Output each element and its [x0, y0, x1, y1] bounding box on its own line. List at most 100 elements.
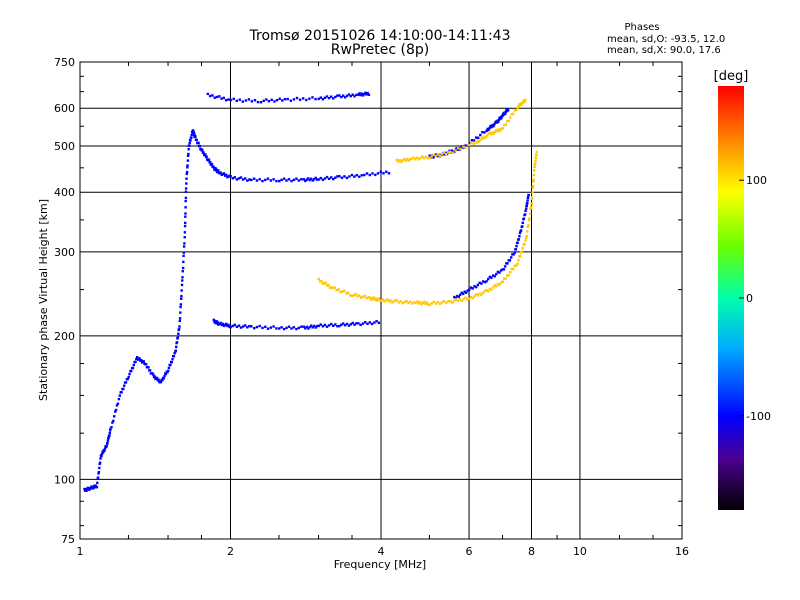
echo-point: [361, 295, 365, 299]
echo-point: [490, 276, 493, 279]
echo-point: [222, 172, 226, 175]
echo-point: [375, 320, 378, 323]
echo-point: [305, 325, 308, 329]
echo-point: [438, 302, 442, 305]
echo-point: [317, 97, 320, 101]
echo-point: [253, 327, 256, 330]
echo-point: [383, 300, 386, 303]
echo-point: [493, 275, 496, 278]
y-tick-label: 600: [54, 102, 75, 115]
echo-point: [136, 356, 139, 359]
echo-point: [183, 224, 187, 228]
echo-point: [508, 259, 512, 262]
echo-point: [424, 155, 428, 158]
echo-point: [342, 322, 345, 325]
x-tick-label: 4: [378, 545, 385, 558]
echo-point: [507, 274, 510, 277]
echo-point: [487, 132, 490, 135]
echo-point: [361, 94, 365, 97]
echo-point: [365, 297, 368, 300]
echo-point: [126, 377, 129, 381]
echo-point: [491, 131, 494, 134]
echo-point: [400, 160, 403, 163]
echo-point: [91, 485, 94, 488]
echo-point: [415, 301, 418, 304]
echo-point: [521, 225, 524, 228]
echo-point: [384, 299, 388, 302]
echo-point: [253, 177, 256, 180]
echo-point: [176, 336, 180, 339]
echo-point: [507, 109, 510, 112]
echo-point: [462, 145, 465, 148]
colorbar-tick-label: -100: [746, 410, 771, 423]
echo-point: [287, 325, 291, 328]
echo-point: [327, 324, 331, 327]
echo-point: [164, 372, 168, 376]
echo-point: [157, 378, 160, 381]
echo-point: [499, 129, 502, 132]
echo-point: [338, 175, 341, 178]
echo-point: [85, 488, 89, 491]
echo-point: [174, 349, 177, 352]
echo-point: [162, 377, 165, 380]
echo-point: [190, 136, 193, 139]
echo-point: [516, 262, 519, 265]
echo-point: [436, 154, 439, 158]
echo-point: [311, 96, 314, 99]
echo-point: [513, 264, 516, 267]
echo-point: [325, 284, 329, 287]
echo-point: [473, 295, 476, 298]
echo-point: [481, 137, 485, 140]
y-tick-label: 750: [54, 56, 75, 69]
echo-point: [102, 451, 105, 454]
echo-point: [403, 157, 406, 161]
echo-point: [235, 178, 239, 181]
echo-point: [526, 202, 529, 205]
echo-point: [179, 303, 183, 306]
echo-point: [219, 321, 222, 325]
echo-point: [480, 282, 483, 285]
echo-point: [364, 91, 367, 94]
echo-point: [327, 96, 331, 100]
echo-point: [434, 154, 438, 158]
echo-point: [317, 178, 320, 181]
echo-point: [267, 100, 271, 103]
echo-point: [278, 327, 281, 330]
y-tick-label: 100: [54, 473, 75, 486]
echo-point: [171, 358, 174, 361]
echo-point: [177, 327, 181, 331]
echo-point: [462, 298, 465, 301]
echo-point: [336, 94, 339, 97]
echo-point: [389, 299, 392, 302]
echo-point: [92, 485, 96, 489]
echo-point: [366, 91, 369, 95]
echo-point: [103, 449, 106, 452]
colorbar-tick-label: 100: [746, 174, 767, 187]
echo-point: [314, 326, 317, 329]
echo-point: [138, 357, 141, 360]
echo-point: [161, 379, 164, 382]
echo-point: [479, 138, 482, 141]
echo-point: [518, 235, 521, 238]
echo-point: [85, 489, 88, 492]
echo-point: [109, 429, 112, 432]
echo-point: [463, 290, 466, 293]
echo-point: [305, 98, 308, 102]
echo-point: [348, 175, 351, 178]
echo-point: [500, 116, 503, 120]
echo-point: [485, 289, 488, 292]
echo-point: [178, 319, 181, 323]
echo-point: [456, 147, 460, 150]
echo-point: [527, 194, 530, 197]
echo-point: [258, 324, 261, 328]
echo-point: [181, 276, 184, 279]
echo-point: [112, 419, 115, 423]
echo-point: [250, 100, 254, 103]
echo-point: [155, 376, 159, 380]
echo-point: [351, 294, 354, 298]
echo-point: [334, 323, 337, 326]
echo-point: [419, 301, 422, 304]
echo-point: [499, 281, 503, 284]
echo-point: [327, 283, 330, 287]
echo-point: [452, 299, 456, 303]
